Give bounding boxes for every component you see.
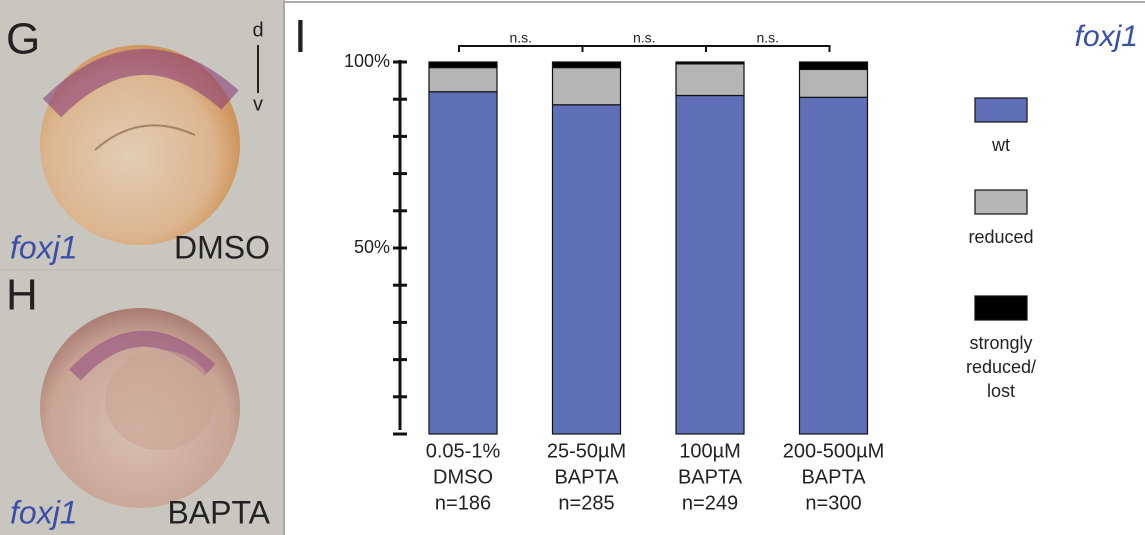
x-tick-label: n=285 [558,492,614,514]
x-tick-label: 100µM [679,440,741,462]
x-tick-label: n=186 [435,492,491,514]
x-tick-label: 25-50µM [547,440,626,462]
x-tick-label: n=249 [682,492,738,514]
panel-label: G [6,15,40,64]
annotation: n.s. [633,30,656,46]
legend-swatch [975,190,1027,214]
annotation: n.s. [756,30,779,46]
x-tick-label: 0.05-1% [426,440,501,462]
chart-title: foxj1 [1075,20,1138,53]
panel-label: H [6,271,38,320]
legend-swatch [975,296,1027,320]
axis-label: v [253,93,263,115]
bar-segment [553,68,621,105]
significance-bracket [459,46,583,52]
bar-segment [676,62,744,64]
legend-label: reduced [951,225,1051,249]
bar-segment [676,64,744,96]
y-tick-label: 100% [344,51,390,71]
bar-segment [800,62,868,69]
bar-segment [800,69,868,97]
bar-segment [676,95,744,434]
x-tick-label: n=300 [805,492,861,514]
y-tick-label: 50% [354,237,390,257]
x-tick-label: DMSO [433,466,493,488]
gene-label: foxj1 [10,494,78,530]
x-tick-label: 200-500µM [783,440,885,462]
axis-label: d [252,19,263,41]
figure: G d v foxj1 DMSO H foxj1 BAPTA I foxj1 5… [0,0,1145,535]
bar-segment [429,92,497,434]
bar-segment [429,62,497,68]
x-tick-label: BAPTA [678,466,743,488]
legend-label: wt [951,133,1051,157]
gene-label: foxj1 [10,229,78,265]
significance-bracket [706,46,830,52]
blastopore [105,350,215,450]
annotation: n.s. [509,30,532,46]
panel-label: I [294,10,307,62]
legend-swatch [975,98,1027,122]
treatment-label: BAPTA [167,494,270,530]
significance-bracket [583,46,707,52]
x-tick-label: BAPTA [554,466,619,488]
bar-segment [800,97,868,434]
bar-segment [429,68,497,92]
x-tick-label: BAPTA [801,466,866,488]
page: G d v foxj1 DMSO H foxj1 BAPTA I foxj1 5… [0,0,1145,535]
bar-segment [553,105,621,434]
treatment-label: DMSO [174,229,270,265]
legend-label: strongly reduced/ lost [951,331,1051,403]
bar-segment [553,62,621,68]
